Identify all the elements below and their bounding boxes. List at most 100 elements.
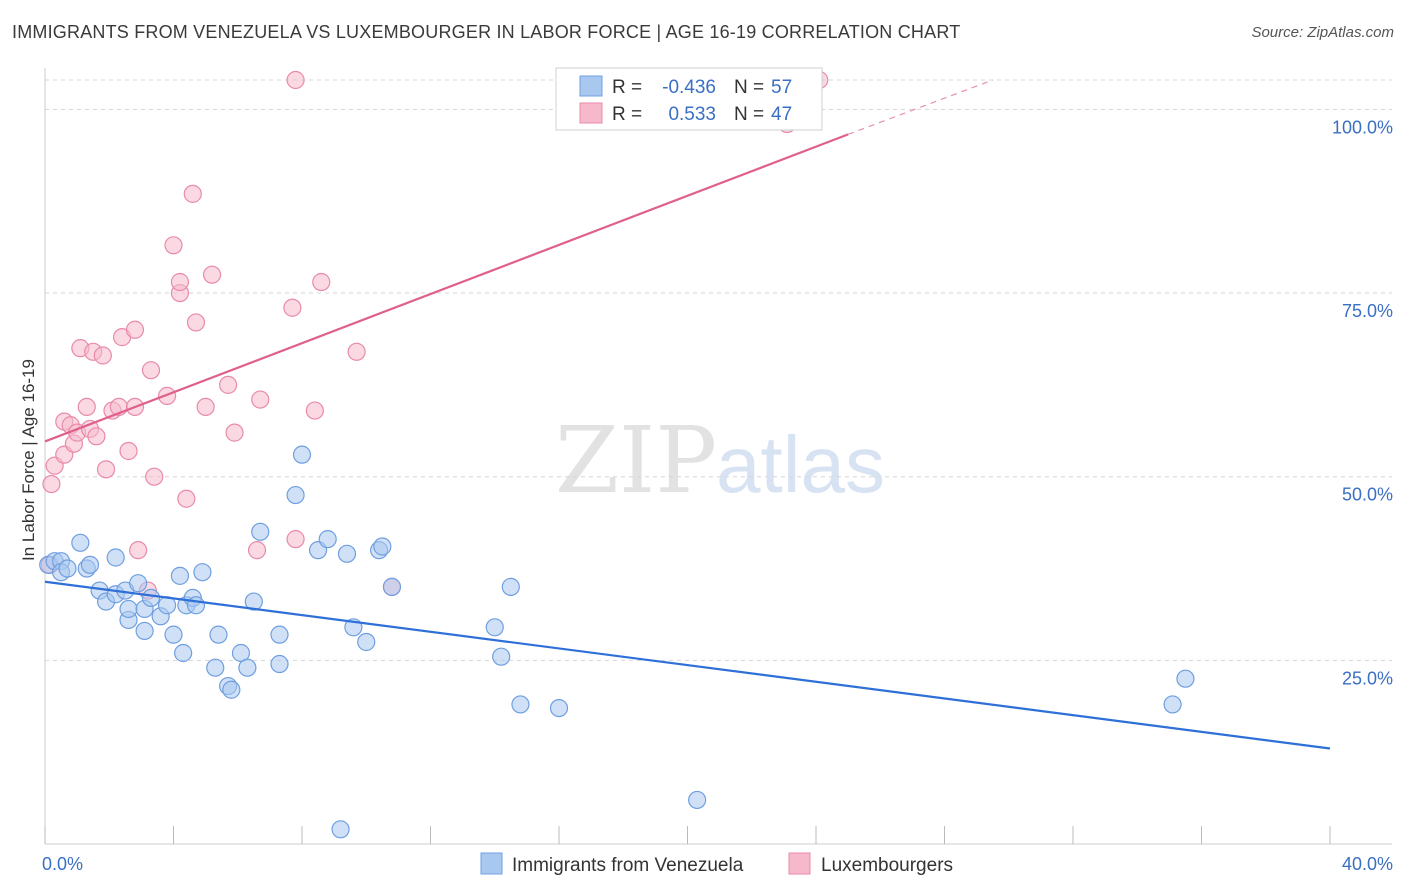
gridlines: 25.0% 50.0% 75.0% 100.0%: [45, 79, 1393, 688]
luxembourger-point: [251, 390, 270, 409]
venezuela-point: [688, 790, 707, 810]
series-label-luxembourgers: Luxembourgers: [821, 855, 953, 876]
y-tick-label: 100.0%: [1332, 117, 1393, 137]
series-label-venezuela: Immigrants from Venezuela: [512, 855, 744, 876]
venezuela-point: [106, 548, 125, 567]
venezuela-point: [238, 658, 257, 677]
luxembourgers-points: [40, 70, 829, 600]
venezuela-point: [129, 574, 148, 593]
legend-n-value-1: 57: [771, 77, 792, 98]
venezuela-point: [58, 559, 77, 578]
venezuela-point: [501, 577, 520, 596]
luxembourger-point: [129, 541, 148, 560]
venezuela-point: [1163, 695, 1182, 714]
venezuela-point: [164, 625, 183, 644]
y-tick-label: 50.0%: [1342, 485, 1393, 505]
venezuela-trend-line: [44, 580, 1331, 750]
venezuela-point: [1176, 669, 1195, 688]
series-swatch-luxembourgers: [788, 852, 811, 875]
series-legend: Immigrants from Venezuela Luxembourgers: [480, 852, 953, 876]
venezuela-point: [382, 577, 402, 596]
luxembourger-point: [42, 474, 61, 494]
luxembourger-point: [183, 184, 202, 203]
luxembourger-point: [186, 313, 206, 332]
luxembourger-point: [145, 467, 164, 486]
luxembourgers-trend-line: [44, 133, 849, 443]
venezuela-point: [549, 698, 569, 718]
luxembourger-point: [141, 361, 161, 380]
venezuela-point: [193, 563, 212, 582]
venezuela-point: [331, 820, 350, 839]
luxembourger-point: [225, 423, 244, 442]
venezuela-point: [186, 596, 206, 615]
venezuela-point: [119, 599, 138, 619]
luxembourger-point: [219, 375, 238, 394]
luxembourger-point: [77, 397, 96, 417]
luxembourger-point: [312, 272, 331, 292]
venezuela-point: [270, 625, 289, 644]
chart-title: IMMIGRANTS FROM VENEZUELA VS LUXEMBOURGE…: [12, 22, 961, 42]
venezuela-point: [337, 544, 357, 563]
venezuela-point: [141, 588, 161, 608]
luxembourger-point: [247, 541, 267, 560]
luxembourger-point: [196, 397, 215, 417]
legend-r-label-2: R =: [612, 104, 642, 125]
luxembourger-point: [93, 346, 112, 365]
venezuela-point: [135, 621, 154, 641]
x-tick-label-min: 0.0%: [42, 854, 83, 874]
venezuela-point: [80, 555, 100, 574]
venezuela-point: [492, 647, 511, 666]
venezuela-point: [373, 537, 392, 556]
venezuela-point: [286, 485, 305, 505]
venezuela-point: [170, 566, 190, 585]
legend-n-label-2: N =: [734, 104, 764, 125]
luxembourger-point: [125, 320, 145, 339]
luxembourger-point: [202, 265, 222, 284]
legend-swatch-pink: [579, 102, 603, 124]
venezuela-point: [485, 618, 504, 637]
luxembourger-point: [96, 460, 116, 479]
axes: 0.0% 40.0%: [42, 68, 1393, 874]
series-swatch-venezuela: [480, 852, 503, 875]
venezuela-point: [222, 680, 241, 699]
venezuela-point: [511, 695, 530, 714]
y-tick-label: 75.0%: [1342, 301, 1393, 321]
venezuela-point: [206, 658, 225, 677]
source-credit: Source: ZipAtlas.com: [1251, 24, 1394, 41]
luxembourger-point: [170, 272, 190, 292]
watermark-zip: ZIP: [555, 407, 717, 514]
venezuela-point: [251, 522, 270, 541]
legend-n-value-2: 47: [771, 104, 792, 125]
venezuela-point: [357, 632, 376, 652]
legend-r-value-2: 0.533: [668, 104, 716, 125]
venezuela-points: [39, 445, 1195, 839]
luxembourger-point: [283, 298, 302, 317]
luxembourger-point: [177, 489, 196, 508]
venezuela-point: [244, 592, 263, 611]
venezuela-point: [174, 643, 193, 663]
watermark-atlas: atlas: [716, 420, 885, 509]
x-tick-label-max: 40.0%: [1342, 854, 1393, 874]
luxembourger-point: [286, 530, 305, 549]
luxembourger-point: [164, 236, 183, 255]
venezuela-point: [71, 533, 90, 552]
trend-lines: [44, 79, 1331, 750]
venezuela-point: [318, 530, 337, 549]
venezuela-point: [292, 445, 312, 464]
legend-r-label-1: R =: [612, 77, 642, 98]
legend-swatch-blue: [579, 75, 603, 97]
y-axis-title: In Labor Force | Age 16-19: [19, 359, 38, 561]
legend-r-value-1: -0.436: [662, 77, 716, 98]
luxembourger-point: [87, 427, 106, 446]
correlation-legend: R = -0.436 N = 57 R = 0.533 N = 47: [555, 67, 823, 131]
luxembourger-point: [347, 342, 366, 361]
legend-n-label-1: N =: [734, 77, 764, 98]
luxembourger-point: [286, 70, 305, 90]
luxembourger-point: [305, 401, 324, 420]
y-tick-label: 25.0%: [1342, 668, 1393, 688]
luxembourgers-trend-extension: [847, 79, 993, 135]
venezuela-point: [209, 625, 228, 644]
luxembourger-point: [119, 441, 138, 461]
venezuela-point: [270, 654, 289, 674]
